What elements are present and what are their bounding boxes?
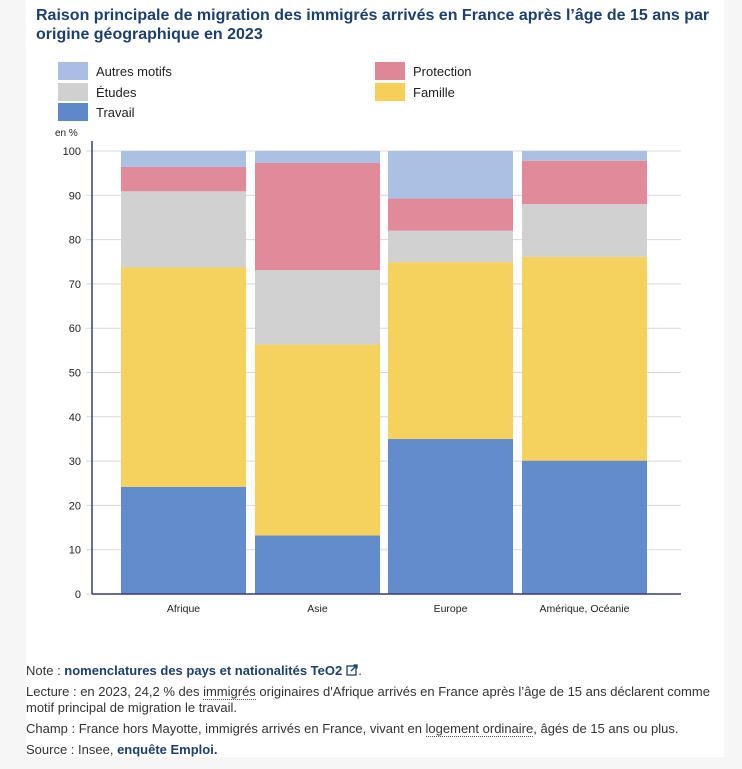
- bar-segment-etudes[interactable]: [121, 191, 246, 268]
- y-axis-ticks: 0 10 20 30 40 50 60 70 80 90 100: [63, 146, 81, 601]
- legend-item-etudes[interactable]: Études: [58, 83, 136, 101]
- legend-swatch-autres-motifs: [58, 62, 88, 80]
- x-tick-label: Afrique: [167, 603, 200, 615]
- y-tick-label: 10: [69, 545, 81, 557]
- bar-stack: [522, 151, 647, 594]
- y-tick-label: 100: [63, 146, 81, 158]
- bar-segment-autres-motifs[interactable]: [121, 151, 246, 167]
- bar-segment-etudes[interactable]: [522, 204, 647, 257]
- nomenclature-link[interactable]: nomenclatures des pays et nationalités T…: [64, 663, 343, 678]
- x-tick-label: Asie: [307, 603, 328, 615]
- legend-label-autres-motifs: Autres motifs: [96, 63, 172, 79]
- bar-segment-famille[interactable]: [522, 256, 647, 461]
- legend-item-travail[interactable]: Travail: [58, 103, 135, 121]
- legend-item-famille[interactable]: Famille: [375, 83, 455, 101]
- y-tick-label: 60: [69, 323, 81, 335]
- bar-segment-protection[interactable]: [255, 162, 380, 271]
- bar-segment-travail[interactable]: [388, 438, 513, 594]
- lecture-line: Lecture : en 2023, 24,2 % des immigrés o…: [26, 684, 716, 716]
- bar-segment-travail[interactable]: [522, 460, 647, 594]
- chart-notes: Note : nomenclatures des pays et nationa…: [26, 663, 716, 763]
- y-tick-label: 20: [69, 500, 81, 512]
- bar-stack: [388, 151, 513, 594]
- source-line: Source : Insee, enquête Emploi.: [26, 742, 716, 758]
- champ-suffix: , âgés de 15 ans ou plus.: [533, 721, 679, 736]
- bar-segment-autres-motifs[interactable]: [522, 151, 647, 161]
- lecture-suffix: originaires d'Afrique arrivés en France …: [26, 684, 710, 715]
- y-axis-unit-label: en %: [55, 128, 78, 139]
- enquete-emploi-link[interactable]: enquête Emploi.: [117, 742, 218, 757]
- external-link-icon[interactable]: [346, 664, 358, 676]
- x-axis-labels: Afrique Asie Europe Amérique, Océanie: [167, 603, 630, 615]
- logement-ordinaire-definition-link[interactable]: logement ordinaire: [425, 721, 534, 737]
- bar-stack: [121, 151, 246, 594]
- bar-segment-protection[interactable]: [388, 198, 513, 231]
- bar-segment-famille[interactable]: [388, 262, 513, 439]
- immigres-definition-link[interactable]: immigrés: [203, 684, 256, 700]
- legend-label-protection: Protection: [413, 63, 472, 79]
- bar-segment-etudes[interactable]: [388, 230, 513, 263]
- bar-segment-travail[interactable]: [121, 486, 246, 594]
- bar-segment-protection[interactable]: [522, 160, 647, 205]
- champ-line: Champ : France hors Mayotte, immigrés ar…: [26, 721, 716, 737]
- legend: Autres motifs Protection Études Famille …: [0, 0, 742, 130]
- bar-segment-autres-motifs[interactable]: [255, 151, 380, 163]
- legend-swatch-famille: [375, 83, 405, 101]
- legend-item-protection[interactable]: Protection: [375, 62, 472, 80]
- note-line: Note : nomenclatures des pays et nationa…: [26, 663, 716, 679]
- bar-stack: [255, 151, 380, 594]
- bar-segment-famille[interactable]: [121, 267, 246, 487]
- bar-segment-travail[interactable]: [255, 535, 380, 594]
- lecture-prefix: Lecture : en 2023, 24,2 % des: [26, 684, 204, 699]
- legend-swatch-etudes: [58, 83, 88, 101]
- legend-label-travail: Travail: [96, 104, 135, 120]
- bar-segment-autres-motifs[interactable]: [388, 151, 513, 199]
- y-tick-label: 50: [69, 368, 81, 380]
- legend-label-etudes: Études: [96, 84, 137, 100]
- y-tick-label: 90: [69, 190, 81, 202]
- legend-swatch-travail: [58, 103, 88, 121]
- legend-swatch-protection: [375, 62, 405, 80]
- x-tick-label: Europe: [434, 603, 468, 615]
- note-suffix: .: [358, 663, 362, 678]
- y-tick-label: 80: [69, 235, 81, 247]
- stacked-bar-chart: en % 0 10 20 30 40 50 60 70 80 90 100 Afrique Asie E…: [55, 128, 681, 615]
- legend-label-famille: Famille: [413, 84, 455, 100]
- y-tick-label: 70: [69, 279, 81, 291]
- y-tick-label: 30: [69, 456, 81, 468]
- note-prefix: Note :: [26, 663, 65, 678]
- bar-segment-protection[interactable]: [121, 166, 246, 192]
- source-prefix: Source : Insee,: [26, 742, 118, 757]
- x-tick-label: Amérique, Océanie: [540, 603, 630, 615]
- y-tick-label: 0: [75, 589, 81, 601]
- champ-prefix: Champ : France hors Mayotte, immigrés ar…: [26, 721, 426, 736]
- bar-segment-famille[interactable]: [255, 344, 380, 536]
- bar-segment-etudes[interactable]: [255, 270, 380, 345]
- bars: [121, 151, 647, 594]
- y-tick-label: 40: [69, 412, 81, 424]
- chart-title: Raison principale de migration des immig…: [36, 7, 710, 43]
- legend-item-autres-motifs[interactable]: Autres motifs: [58, 62, 172, 80]
